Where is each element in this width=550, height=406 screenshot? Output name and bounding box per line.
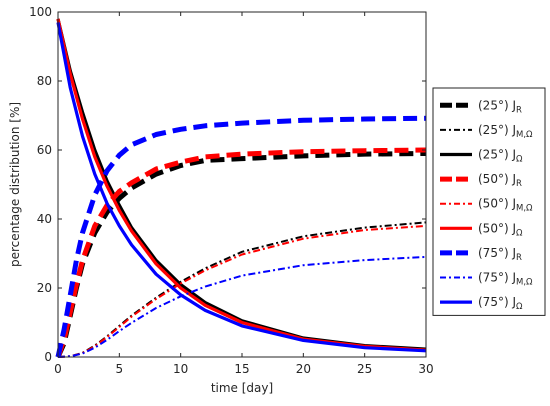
- x-tick-label: 25: [357, 362, 372, 376]
- x-tick-label: 5: [116, 362, 124, 376]
- legend-entry: (75°) JΩ: [478, 295, 523, 312]
- series-line-5: [56, 18, 427, 352]
- y-tick-label: 60: [37, 143, 52, 157]
- series-line-4: [57, 224, 427, 358]
- series-line-1: [57, 221, 427, 358]
- series-line-7: [57, 255, 427, 358]
- y-tick-label: 20: [37, 281, 52, 295]
- legend-entry: (25°) JR: [478, 98, 522, 115]
- series-line-8: [56, 22, 427, 353]
- y-axis: 0 20 40 60 80 100: [29, 5, 426, 364]
- legend-entry: (50°) JΩ: [478, 221, 523, 238]
- x-tick-label: 15: [234, 362, 249, 376]
- y-axis-label: percentage distribution [%]: [8, 102, 22, 267]
- legend-entry: (75°) JR: [478, 246, 522, 263]
- legend-frame: [432, 87, 546, 316]
- y-tick-label: 100: [29, 5, 52, 19]
- y-tick-label: 0: [44, 350, 52, 364]
- plot-lines: [55, 18, 427, 359]
- y-tick-label: 80: [37, 74, 52, 88]
- series-line-6: [55, 115, 427, 358]
- legend: (25°) JR(25°) JM,Ω(25°) JΩ(50°) JR(50°) …: [432, 87, 546, 316]
- series-line-0: [55, 151, 427, 359]
- x-tick-label: 20: [296, 362, 311, 376]
- legend-entry: (25°) JΩ: [478, 148, 523, 165]
- x-tick-label: 30: [418, 362, 433, 376]
- series-line-3: [55, 147, 427, 358]
- x-axis-label: time [day]: [211, 381, 273, 395]
- x-tick-label: 10: [173, 362, 188, 376]
- series-line-2: [56, 18, 427, 351]
- y-tick-label: 40: [37, 212, 52, 226]
- x-axis: 0 5 10 15 20 25 30: [54, 12, 434, 376]
- plot-area-frame: [57, 11, 427, 358]
- legend-entry: (50°) JR: [478, 172, 522, 189]
- x-tick-label: 0: [54, 362, 62, 376]
